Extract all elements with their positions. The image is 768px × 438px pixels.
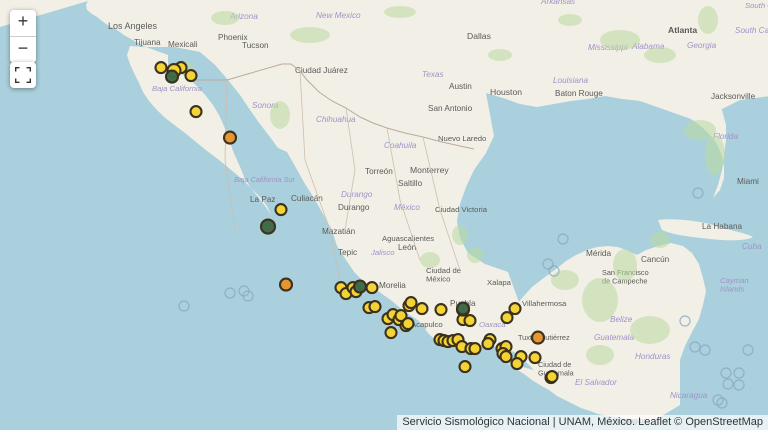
- svg-text:Morelia: Morelia: [379, 281, 406, 290]
- svg-text:León: León: [398, 243, 417, 252]
- svg-text:Atlanta: Atlanta: [668, 25, 697, 35]
- svg-text:El Salvador: El Salvador: [575, 378, 617, 387]
- svg-text:Nuevo Laredo: Nuevo Laredo: [438, 134, 486, 143]
- svg-text:Jacksonville: Jacksonville: [711, 92, 756, 101]
- svg-text:South Carolina: South Carolina: [745, 1, 768, 10]
- svg-text:Arkansas: Arkansas: [540, 0, 575, 6]
- svg-text:Baja California: Baja California: [152, 84, 203, 93]
- svg-text:Miami: Miami: [737, 177, 759, 186]
- svg-text:Saltillo: Saltillo: [398, 179, 423, 188]
- svg-text:Louisiana: Louisiana: [553, 76, 588, 85]
- svg-text:Torreón: Torreón: [365, 167, 393, 176]
- svg-text:Nicaragua: Nicaragua: [670, 391, 708, 400]
- svg-text:Belize: Belize: [610, 315, 633, 324]
- svg-text:San Antonio: San Antonio: [428, 104, 473, 113]
- svg-text:Villahermosa: Villahermosa: [522, 299, 567, 308]
- svg-text:Durango: Durango: [338, 203, 370, 212]
- svg-text:Austin: Austin: [449, 82, 472, 91]
- svg-text:Mexicali: Mexicali: [168, 40, 198, 49]
- svg-text:Durango: Durango: [341, 190, 373, 199]
- svg-text:Texas: Texas: [422, 70, 444, 79]
- svg-text:Tucson: Tucson: [242, 41, 269, 50]
- svg-text:Los Angeles: Los Angeles: [108, 21, 158, 31]
- svg-text:México: México: [394, 203, 420, 212]
- svg-text:La Paz: La Paz: [250, 195, 276, 204]
- svg-text:Ciudad Juárez: Ciudad Juárez: [295, 66, 348, 75]
- svg-text:Baton Rouge: Baton Rouge: [555, 89, 603, 98]
- svg-text:Houston: Houston: [490, 87, 522, 97]
- svg-text:Tijuana: Tijuana: [134, 38, 161, 47]
- svg-text:Ciudad Victoria: Ciudad Victoria: [435, 205, 488, 214]
- svg-text:Mérida: Mérida: [586, 249, 611, 258]
- svg-text:Honduras: Honduras: [635, 352, 671, 361]
- svg-text:Georgia: Georgia: [687, 41, 717, 50]
- svg-text:Coahuila: Coahuila: [384, 141, 417, 150]
- svg-text:Chihuahua: Chihuahua: [316, 115, 356, 124]
- svg-text:Acapulco: Acapulco: [411, 320, 443, 329]
- svg-text:Aguascalientes: Aguascalientes: [382, 234, 434, 243]
- svg-text:Jalisco: Jalisco: [370, 248, 395, 257]
- svg-text:South Carolina: South Carolina: [735, 26, 768, 35]
- svg-text:Tepic: Tepic: [338, 248, 357, 257]
- svg-text:Baja California Sur: Baja California Sur: [234, 175, 295, 184]
- svg-text:Dallas: Dallas: [467, 31, 491, 41]
- svg-text:New Mexico: New Mexico: [316, 11, 361, 20]
- svg-text:Mazatlán: Mazatlán: [322, 227, 356, 236]
- svg-text:Cuba: Cuba: [742, 242, 762, 251]
- svg-text:Xalapa: Xalapa: [487, 278, 512, 287]
- svg-text:La Habana: La Habana: [702, 222, 743, 231]
- svg-text:Guatemala: Guatemala: [594, 333, 634, 342]
- svg-text:Cancún: Cancún: [641, 255, 670, 264]
